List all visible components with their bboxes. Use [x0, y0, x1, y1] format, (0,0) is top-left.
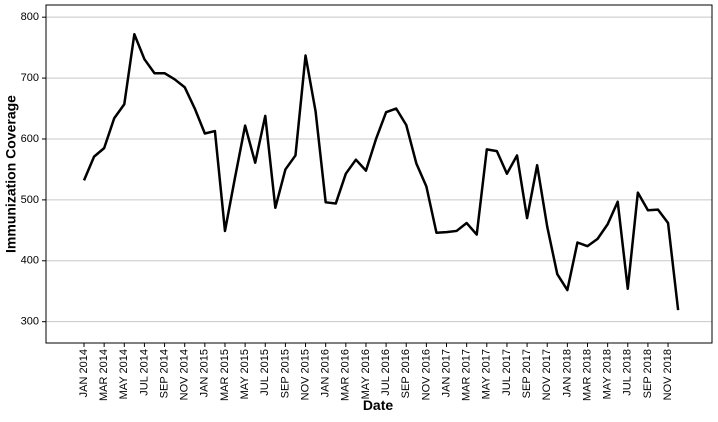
x-tick-label: SEP 2017	[521, 349, 533, 398]
x-tick-label: JUL 2018	[622, 349, 634, 396]
y-tick-label: 800	[21, 11, 39, 23]
x-tick-label: JAN 2018	[561, 349, 573, 397]
x-axis-title: Date	[363, 397, 394, 413]
x-tick-label: NOV 2018	[662, 349, 674, 400]
x-tick-label: JUL 2015	[259, 349, 271, 396]
x-tick-label: JUL 2016	[380, 349, 392, 396]
x-tick-label: SEP 2015	[279, 349, 291, 398]
y-tick-label: 400	[21, 255, 39, 267]
x-tick-label: JAN 2016	[320, 349, 332, 397]
x-tick-label: MAR 2014	[98, 349, 110, 401]
x-tick-label: MAR 2017	[461, 349, 473, 401]
x-tick-label: NOV 2016	[420, 349, 432, 400]
x-tick-label: NOV 2014	[179, 349, 191, 400]
x-tick-label: JAN 2017	[440, 349, 452, 397]
x-tick-label: MAR 2015	[219, 349, 231, 401]
x-tick-label: SEP 2018	[642, 349, 654, 398]
y-tick-label: 300	[21, 316, 39, 328]
x-tick-label: MAY 2016	[360, 349, 372, 399]
x-tick-label: JUL 2017	[501, 349, 513, 396]
x-tick-label: JUL 2014	[138, 349, 150, 396]
x-tick-label: JAN 2014	[78, 349, 90, 397]
x-tick-label: MAR 2018	[581, 349, 593, 401]
x-tick-label: SEP 2014	[158, 349, 170, 398]
y-tick-label: 500	[21, 194, 39, 206]
data-line	[82, 32, 680, 311]
x-tick-label: NOV 2015	[299, 349, 311, 400]
x-tick-label: MAY 2015	[239, 349, 251, 399]
plot-frame	[45, 4, 713, 344]
y-axis-title: Immunization Coverage	[3, 95, 19, 253]
x-tick-label: SEP 2016	[400, 349, 412, 398]
x-tick-label: JAN 2015	[199, 349, 211, 397]
x-tick-label: MAR 2016	[340, 349, 352, 401]
x-tick-label: MAY 2018	[602, 349, 614, 399]
y-tick-label: 600	[21, 133, 39, 145]
x-tick-label: MAY 2017	[481, 349, 493, 399]
y-tick-label: 700	[21, 72, 39, 84]
x-tick-label: NOV 2017	[541, 349, 553, 400]
x-tick-label: MAY 2014	[118, 349, 130, 399]
